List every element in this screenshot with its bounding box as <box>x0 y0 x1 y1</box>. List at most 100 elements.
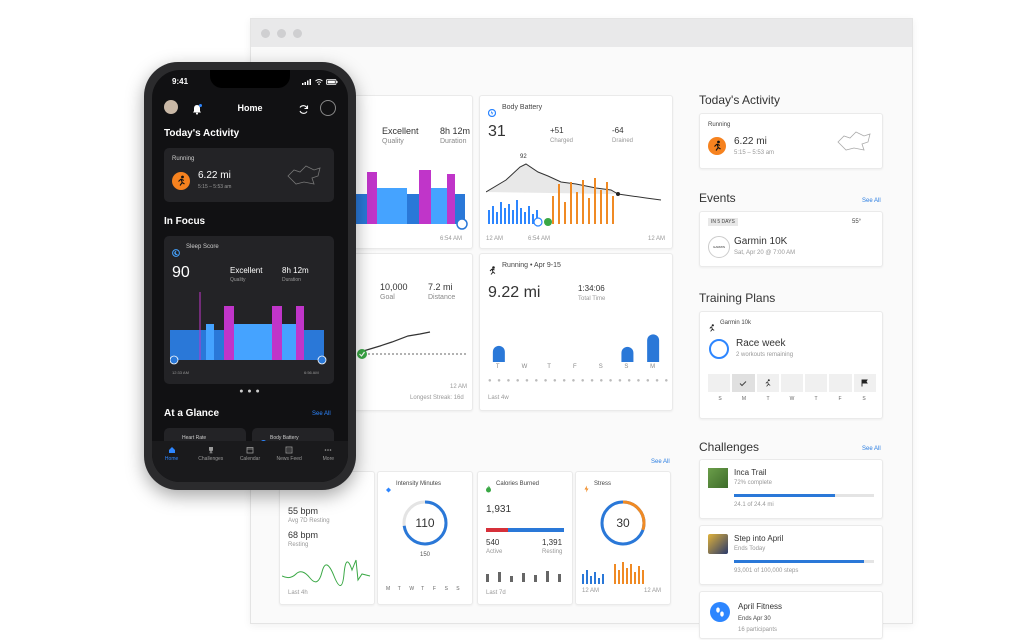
challenge-card-step-into-april[interactable]: Step into April Ends Today 93,001 of 100… <box>699 525 883 585</box>
training-day-label: M <box>741 396 747 402</box>
check-icon <box>740 380 747 386</box>
browser-window: Excellent Quality 8h 12m Duration 6:54 A… <box>250 18 913 639</box>
training-plan-card[interactable]: Garmin 10k Race week 2 workouts remainin… <box>699 311 883 419</box>
body-battery-title: Body Battery <box>502 104 543 111</box>
phone-activity-card[interactable]: Running 6.22 mi 5:15 – 5:53 am <box>164 148 334 202</box>
tab-calendar[interactable]: Calendar <box>233 446 267 462</box>
running-day-label: W <box>521 364 528 370</box>
running-week-dots: ● ● ● ● ● ● ● ● ● ● ● ● ● ● ● ● ● ● ● ● <box>488 378 671 384</box>
calories-resting-value: 1,391 <box>542 538 563 547</box>
tab-news-feed[interactable]: News Feed <box>272 446 306 462</box>
calories-total: 1,931 <box>486 504 512 515</box>
sleep-icon <box>172 244 180 262</box>
sync-icon[interactable] <box>298 102 309 120</box>
body-battery-icon <box>487 104 497 118</box>
avatar[interactable] <box>164 100 178 114</box>
training-day-cell-done[interactable] <box>732 374 755 392</box>
phone-glance-heart-label: Heart Rate <box>182 435 207 441</box>
phone-sleep-card[interactable]: Sleep Score 90 Excellent Quality 8h 12m … <box>164 236 334 384</box>
training-day-cell[interactable] <box>708 374 731 392</box>
challenges-see-all-link[interactable]: See All <box>862 446 881 452</box>
training-day-cell[interactable] <box>805 374 828 392</box>
calories-card[interactable]: Calories Burned 1,931 540 Active 1,391 R… <box>477 471 573 605</box>
running-day-label: S <box>598 364 603 370</box>
running-week-distance: 9.22 mi <box>488 284 541 301</box>
window-maximize-dot[interactable] <box>293 28 302 38</box>
battery-icon <box>326 79 338 85</box>
glance-see-all-link[interactable]: See All <box>651 459 670 465</box>
phone-sleep-quality: Excellent <box>230 266 263 275</box>
training-plans-title: Training Plans <box>699 291 776 305</box>
today-activity-card[interactable]: Running 6.22 mi 5:15 – 5:53 am <box>699 113 883 169</box>
stress-title: Stress <box>594 481 612 487</box>
calories-week-chart <box>486 571 561 582</box>
calories-active-label: Active <box>486 549 503 555</box>
heart-avg-label: Avg 7D Resting <box>288 518 330 524</box>
tab-home-label: Home <box>164 456 179 462</box>
calories-active-value: 540 <box>486 538 500 547</box>
today-activity-title: Today's Activity <box>699 93 780 107</box>
phone-sleep-start: 12:33 AM <box>172 370 189 375</box>
page-indicator-dots[interactable]: ● ● ● <box>239 388 261 395</box>
tab-calendar-label: Calendar <box>239 456 261 462</box>
heart-avg-value: 55 bpm <box>288 506 319 516</box>
phone-device: 9:41 Home Today's Activity Running 6.22 … <box>144 62 356 490</box>
body-battery-value: 31 <box>488 123 506 140</box>
sleep-end-time: 6:54 AM <box>440 236 463 242</box>
intensity-day-label: S <box>456 586 460 592</box>
phone-screen: 9:41 Home Today's Activity Running 6.22 … <box>152 70 348 482</box>
running-day-label: T <box>547 364 551 370</box>
intensity-title: Intensity Minutes <box>396 481 442 487</box>
training-day-label: S <box>862 396 866 402</box>
stress-time-start: 12 AM <box>582 588 600 594</box>
tab-home[interactable]: Home <box>155 446 189 462</box>
dashboard-content: Excellent Quality 8h 12m Duration 6:54 A… <box>251 47 912 639</box>
heart-rate-card[interactable]: 55 bpm Avg 7D Resting 68 bpm Resting Las… <box>279 471 375 605</box>
challenge-badge-icon <box>708 534 728 554</box>
training-plan-remaining: 2 workouts remaining <box>736 352 794 358</box>
intensity-day-label: F <box>432 586 436 592</box>
event-name: Garmin 10K <box>734 236 788 247</box>
running-day-label: S <box>624 364 629 370</box>
training-day-cell-run[interactable] <box>756 374 779 392</box>
body-battery-card[interactable]: Body Battery 31 +51 Charged -64 Drained <box>479 95 673 249</box>
tab-more[interactable]: More <box>311 446 345 462</box>
challenge-sub: Ends Today <box>734 546 766 552</box>
intensity-day-label: S <box>444 586 448 592</box>
intensity-day-label: T <box>421 586 425 592</box>
phone-glance-title: At a Glance <box>164 408 220 419</box>
tab-challenges[interactable]: Challenges <box>194 446 228 462</box>
training-day-label: T <box>814 396 818 402</box>
training-day-cell[interactable] <box>780 374 804 392</box>
training-progress-ring <box>709 339 729 359</box>
phone-tab-bar: Home Challenges Calendar News Feed More <box>152 441 348 482</box>
watch-device-icon[interactable] <box>320 100 336 116</box>
stress-icon <box>583 480 590 498</box>
notifications-bell-icon[interactable] <box>192 102 202 120</box>
event-card[interactable]: IN 5 DAYS 55° GARMIN Garmin 10K Sat, Apr… <box>699 211 883 267</box>
training-run-icon <box>708 319 715 337</box>
challenge-card-april-fitness[interactable]: April Fitness Ends Apr 30 16 participant… <box>699 591 883 639</box>
running-week-card[interactable]: Running • Apr 9-15 9.22 mi 1:34:06 Total… <box>479 253 673 411</box>
challenge-detail: 24.1 of 24.4 mi <box>734 502 774 508</box>
phone-glance-see-all[interactable]: See All <box>312 411 331 417</box>
running-week-total-time: 1:34:06 <box>578 284 605 293</box>
window-minimize-dot[interactable] <box>277 28 286 38</box>
wifi-icon <box>315 79 323 85</box>
calendar-icon <box>246 447 254 454</box>
intensity-day-label: T <box>397 586 401 592</box>
intensity-ring <box>402 500 448 546</box>
training-day-cell[interactable] <box>829 374 852 392</box>
window-close-dot[interactable] <box>261 28 270 38</box>
running-activity-icon <box>708 137 726 155</box>
phone-today-title: Today's Activity <box>164 128 240 139</box>
steps-streak-label: Longest Streak: 16d <box>410 395 464 401</box>
events-see-all-link[interactable]: See All <box>862 198 881 204</box>
challenge-card-inca-trail[interactable]: Inca Trail 72% complete 24.1 of 24.4 mi <box>699 459 883 519</box>
tab-news-feed-label: News Feed <box>276 456 302 462</box>
training-day-cell-race[interactable] <box>853 374 876 392</box>
stress-card[interactable]: Stress 30 12 AM 12 AM <box>575 471 671 605</box>
phone-header-title: Home <box>237 103 263 113</box>
